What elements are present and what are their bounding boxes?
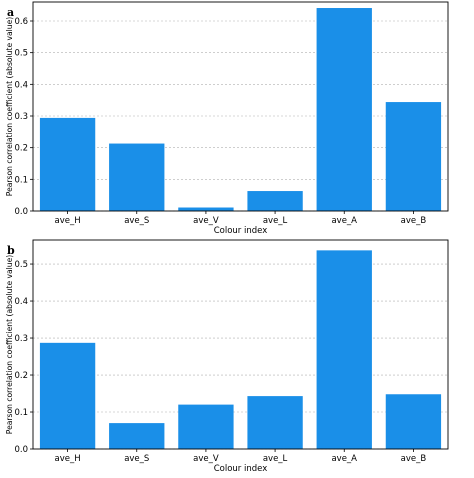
y-tick-label: 0.4	[14, 297, 28, 307]
y-tick-label: 0.5	[14, 260, 28, 270]
y-tick-label: 0.5	[14, 49, 28, 59]
y-tick-label: 0.0	[14, 207, 28, 217]
panel-letter: b	[7, 244, 15, 257]
x-tick-label: ave_S	[124, 454, 149, 464]
y-tick-label: 0.1	[14, 408, 28, 418]
bar-ave-a	[316, 250, 372, 449]
y-tick-label: 0.3	[14, 334, 28, 344]
x-tick-label: ave_L	[263, 454, 288, 464]
bar-ave-v	[178, 207, 234, 211]
bar-ave-s	[109, 143, 165, 211]
x-axis-label: Colour index	[214, 464, 268, 474]
bar-ave-h	[39, 117, 96, 211]
bar-ave-l	[247, 191, 303, 211]
y-tick-label: 0.2	[14, 144, 28, 154]
y-axis-label: Pearson correlation coefficient (absolut…	[5, 255, 14, 435]
x-tick-label: ave_A	[331, 216, 357, 226]
y-tick-label: 0.0	[14, 445, 28, 455]
chart-panel-b: 0.0 0.1 0.2 0.3 0.4 0.5 ave_H ave_S ave_V ave_L av…	[5, 239, 449, 474]
x-tick-label: ave_B	[401, 216, 427, 226]
bar-ave-l	[247, 396, 303, 449]
panel-letter: a	[7, 6, 14, 19]
chart-panel-a: 0.0 0.1 0.2 0.3 0.4 0.5 0.6 ave_H ave_S ave_V ave_…	[5, 1, 449, 236]
plot-frame	[32, 239, 449, 450]
x-tick-label: ave_A	[331, 454, 357, 464]
y-tick-label: 0.1	[14, 175, 28, 185]
x-tick-label: ave_V	[193, 216, 219, 226]
x-tick-label: ave_H	[55, 454, 81, 464]
bar-ave-v	[178, 404, 234, 449]
plot-frame	[32, 1, 449, 212]
x-tick-label: ave_H	[55, 216, 81, 226]
y-tick-label: 0.2	[14, 371, 28, 381]
bar-ave-h	[39, 342, 96, 449]
bar-ave-s	[109, 423, 165, 449]
y-tick-label: 0.4	[14, 80, 28, 90]
bar-ave-a	[316, 8, 372, 212]
x-tick-label: ave_B	[401, 454, 427, 464]
y-tick-label: 0.6	[14, 17, 28, 27]
bar-ave-b	[385, 394, 442, 449]
x-tick-label: ave_S	[124, 216, 149, 226]
x-tick-label: ave_V	[193, 454, 219, 464]
x-tick-label: ave_L	[263, 216, 288, 226]
y-axis-label: Pearson correlation coefficient (absolut…	[5, 17, 14, 197]
bar-ave-b	[385, 102, 442, 211]
x-axis-label: Colour index	[214, 226, 268, 236]
y-tick-label: 0.3	[14, 112, 28, 122]
